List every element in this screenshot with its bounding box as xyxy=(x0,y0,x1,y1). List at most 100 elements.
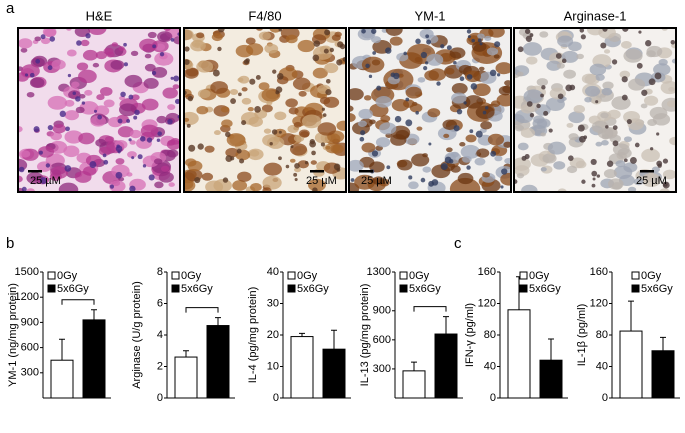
tissue xyxy=(641,173,661,187)
nucleus xyxy=(662,158,669,164)
tissue xyxy=(532,118,548,129)
micrograph-frame xyxy=(513,27,677,193)
tissue xyxy=(500,172,511,186)
legend-label: 5x6Gy xyxy=(641,283,673,295)
tissue xyxy=(449,177,481,192)
tissue xyxy=(363,95,372,101)
tissue xyxy=(147,31,157,39)
nucleus xyxy=(420,177,426,183)
nucleus xyxy=(569,84,576,91)
nucleus xyxy=(581,179,586,184)
tissue xyxy=(361,56,385,73)
tissue xyxy=(525,56,538,65)
tissue xyxy=(324,63,339,74)
tissue xyxy=(210,81,229,94)
y-tick-label: 120 xyxy=(590,297,608,309)
tissue xyxy=(204,145,215,153)
nucleus xyxy=(463,101,467,105)
nucleus xyxy=(489,69,497,77)
y-tick-label: 4 xyxy=(157,329,163,341)
tissue xyxy=(111,42,118,47)
nucleus xyxy=(501,168,508,175)
error-bar xyxy=(183,350,189,358)
nucleus xyxy=(39,177,47,185)
tissue xyxy=(74,170,92,183)
tissue xyxy=(247,106,254,112)
nucleus xyxy=(47,124,54,131)
tissue xyxy=(460,144,481,159)
tissue xyxy=(308,178,326,192)
nucleus xyxy=(368,74,373,79)
nucleus xyxy=(230,98,236,104)
tissue xyxy=(487,133,505,146)
nucleus xyxy=(670,39,676,45)
tissue xyxy=(298,129,310,138)
nucleus xyxy=(322,113,327,117)
tissue xyxy=(568,133,579,141)
tissue xyxy=(416,126,423,131)
tissue xyxy=(26,91,35,98)
tissue xyxy=(292,77,311,91)
tissue xyxy=(504,80,511,86)
y-axis-label: IL-4 (pg/mg protein) xyxy=(247,287,259,384)
tissue xyxy=(361,142,376,153)
nucleus xyxy=(309,140,316,148)
bar xyxy=(206,325,230,399)
tissue xyxy=(129,129,142,139)
nucleus xyxy=(103,159,109,165)
nucleus xyxy=(65,126,70,132)
tissue xyxy=(168,182,175,187)
error-bar xyxy=(91,309,97,320)
tissue xyxy=(371,36,382,44)
nucleus xyxy=(361,28,366,34)
tissue xyxy=(52,123,66,134)
nucleus xyxy=(423,66,428,71)
y-axis-label: IFN-γ (pg/ml) xyxy=(464,303,476,367)
tissue xyxy=(542,153,557,164)
nucleus xyxy=(654,72,662,80)
tissue xyxy=(591,120,609,134)
nucleus xyxy=(293,172,298,177)
nucleus xyxy=(157,131,162,136)
tissue xyxy=(595,73,605,81)
nucleus xyxy=(329,47,334,53)
tissue xyxy=(298,90,307,97)
nucleus xyxy=(194,177,201,184)
legend-swatch xyxy=(519,271,528,280)
tissue xyxy=(546,60,561,71)
nucleus xyxy=(294,178,298,182)
nucleus xyxy=(405,119,413,127)
nucleus xyxy=(146,137,153,143)
nucleus xyxy=(390,72,396,78)
nucleus xyxy=(606,160,614,167)
tissue xyxy=(290,143,308,156)
tissue xyxy=(516,71,524,77)
legend-label: 0Gy xyxy=(409,270,430,282)
tissue xyxy=(196,105,209,115)
nucleus xyxy=(577,124,585,132)
tissue xyxy=(167,104,176,110)
y-tick-label: 900 xyxy=(21,316,39,328)
nucleus xyxy=(120,91,126,98)
tissue xyxy=(623,136,632,143)
tissue xyxy=(154,181,164,189)
nucleus xyxy=(325,89,332,96)
tissue xyxy=(523,89,544,104)
nucleus xyxy=(167,118,173,125)
tissue xyxy=(26,172,44,185)
nucleus xyxy=(217,28,225,33)
tissue xyxy=(498,85,511,96)
nucleus xyxy=(524,28,531,35)
tissue xyxy=(493,54,500,59)
tissue xyxy=(480,121,492,130)
tissue xyxy=(205,180,224,192)
tissue xyxy=(143,78,159,89)
legend-swatch xyxy=(399,271,408,280)
tissue xyxy=(601,87,613,96)
bar xyxy=(507,309,531,399)
nucleus xyxy=(496,73,501,77)
nucleus xyxy=(21,186,27,192)
tissue xyxy=(379,122,397,135)
nucleus xyxy=(76,40,82,46)
tissue xyxy=(598,28,616,39)
